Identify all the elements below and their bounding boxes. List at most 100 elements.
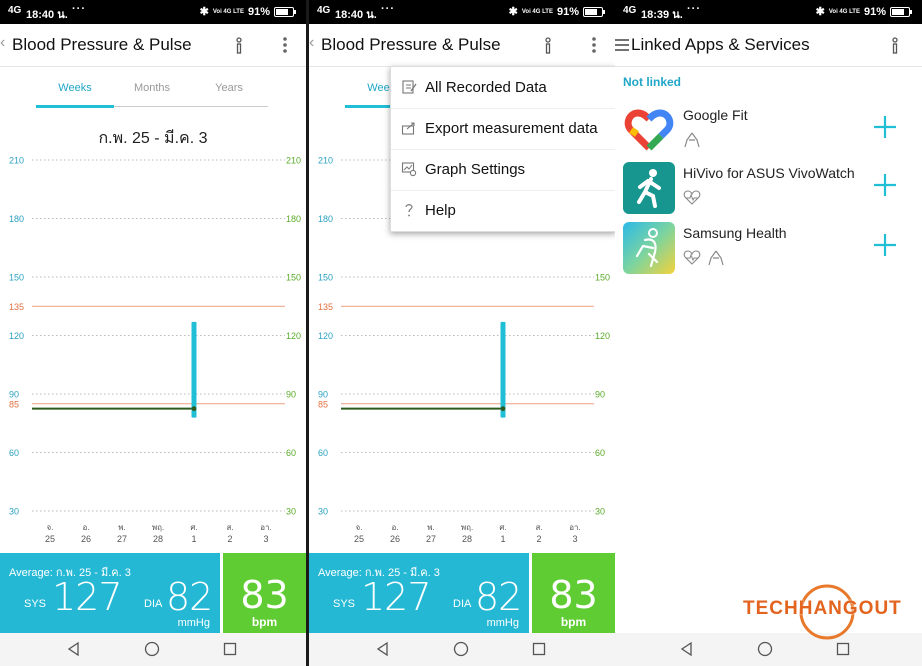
steps-icon xyxy=(684,132,700,148)
y-tick-label-left: 85 xyxy=(9,399,19,409)
linked-apps-screen: 4G 18:39 น. ··· ✱ Voi 4G LTE 91% Linked … xyxy=(615,0,922,666)
battery-icon xyxy=(274,6,296,17)
pulse-value: 83 xyxy=(549,573,598,617)
y-tick-label-right: 60 xyxy=(286,448,296,458)
app-bar: Linked Apps & Services xyxy=(615,24,922,67)
x-tick-date: 25 xyxy=(354,534,364,544)
y-tick-label-right: 30 xyxy=(595,507,605,517)
x-tick-date: 27 xyxy=(117,534,127,544)
sys-value: 127 xyxy=(52,575,123,619)
tab-years[interactable]: Years xyxy=(215,82,243,94)
bluetooth-icon: ✱ xyxy=(508,6,518,18)
app-row-google-fit[interactable]: Google Fit xyxy=(615,104,922,164)
summary-panel: Average: ก.พ. 25 - มี.ค. 3 SYS 127 DIA 8… xyxy=(0,553,306,633)
lte-indicator: Voi 4G LTE xyxy=(828,8,860,15)
bp-screen-menu-open: 4G 18:40 น. ··· ✱ Voi 4G LTE 91% ‹ Blood… xyxy=(309,0,615,666)
info-icon[interactable] xyxy=(539,36,557,54)
battery-icon xyxy=(890,6,912,17)
app-bar: ‹ Blood Pressure & Pulse xyxy=(0,24,306,67)
battery-percent: 91% xyxy=(247,5,270,18)
pulse-summary: 83 bpm xyxy=(532,553,615,633)
hivivo-logo xyxy=(623,162,675,214)
tab-months[interactable]: Months xyxy=(133,82,171,94)
help-icon xyxy=(405,204,413,217)
info-icon[interactable] xyxy=(886,36,904,54)
active-tab-indicator xyxy=(36,105,114,108)
watermark-text: TECHHANGOUT xyxy=(743,598,902,619)
battery-percent: 91% xyxy=(556,5,579,18)
y-tick-label-left: 120 xyxy=(9,331,24,341)
x-tick-day: จ. xyxy=(47,523,54,532)
bp-unit: mmHg xyxy=(486,617,519,629)
x-tick-day: ศ. xyxy=(190,523,197,532)
summary-panel: Average: ก.พ. 25 - มี.ค. 3 SYS 127 DIA 8… xyxy=(309,553,615,633)
x-tick-day: อ. xyxy=(391,523,398,532)
bluetooth-icon: ✱ xyxy=(199,6,209,18)
notification-dots: ··· xyxy=(72,3,86,15)
add-app-button[interactable] xyxy=(872,232,898,258)
menu-item-label: Graph Settings xyxy=(425,161,526,178)
status-bar: 4G 18:40 น. ··· ✱ Voi 4G LTE 91% xyxy=(309,0,615,24)
y-tick-label-left: 150 xyxy=(9,273,24,283)
nav-home-icon[interactable] xyxy=(757,641,773,657)
tab-weeks[interactable]: Weeks xyxy=(58,82,92,94)
nav-recents-icon[interactable] xyxy=(835,641,851,657)
status-bar: 4G 18:39 น. ··· ✱ Voi 4G LTE 91% xyxy=(615,0,922,24)
date-range: ก.พ. 25 - มี.ค. 3 xyxy=(98,130,208,147)
y-tick-label-left: 210 xyxy=(9,156,24,166)
status-bar: 4G 18:40 น. ··· ✱ Voi 4G LTE 91% xyxy=(0,0,306,24)
menu-item-all-recorded-data[interactable]: All Recorded Data xyxy=(391,67,615,109)
add-app-button[interactable] xyxy=(872,114,898,140)
menu-item-label: All Recorded Data xyxy=(425,79,547,96)
watermark-logo: TECHHANGOUT xyxy=(741,582,911,642)
y-tick-label-left: 30 xyxy=(318,507,328,517)
x-tick-day: พฤ. xyxy=(152,523,164,532)
back-icon[interactable]: ‹ xyxy=(0,34,6,51)
menu-item-label: Export measurement data xyxy=(425,120,598,137)
more-options-icon[interactable] xyxy=(591,36,597,54)
nav-home-icon[interactable] xyxy=(453,641,469,657)
nav-back-icon[interactable] xyxy=(66,641,82,657)
hamburger-menu-icon[interactable] xyxy=(615,39,629,51)
y-tick-label-right: 90 xyxy=(286,390,296,400)
nav-recents-icon[interactable] xyxy=(531,641,547,657)
bp-summary: Average: ก.พ. 25 - มี.ค. 3 SYS 127 DIA 8… xyxy=(0,553,220,633)
more-options-icon[interactable] xyxy=(282,36,288,54)
menu-item-help[interactable]: Help xyxy=(391,190,615,231)
menu-item-graph-settings[interactable]: Graph Settings xyxy=(391,149,615,191)
bp-chart[interactable]: 2101801501351209085603021018015012090603… xyxy=(0,150,306,550)
y-tick-label-right: 30 xyxy=(286,507,296,517)
app-row-samsung-health[interactable]: Samsung Health xyxy=(615,222,922,282)
back-icon[interactable]: ‹ xyxy=(309,34,315,51)
y-tick-label-left: 150 xyxy=(318,273,333,283)
bluetooth-icon: ✱ xyxy=(815,6,825,18)
y-tick-label-left: 90 xyxy=(318,390,328,400)
menu-item-export-data[interactable]: Export measurement data xyxy=(391,108,615,150)
x-tick-day: พ. xyxy=(427,523,435,532)
y-tick-label-right: 150 xyxy=(595,273,610,283)
add-app-button[interactable] xyxy=(872,172,898,198)
app-capabilities xyxy=(683,132,701,148)
nav-bar xyxy=(615,633,922,666)
nav-recents-icon[interactable] xyxy=(222,641,238,657)
nav-back-icon[interactable] xyxy=(375,641,391,657)
y-tick-label-left: 135 xyxy=(9,302,24,312)
y-tick-label-left: 210 xyxy=(318,156,333,166)
nav-bar xyxy=(0,633,306,666)
info-icon[interactable] xyxy=(230,36,248,54)
y-tick-label-right: 120 xyxy=(286,331,301,341)
x-tick-day: ศ. xyxy=(499,523,506,532)
sys-label: SYS xyxy=(24,598,47,610)
app-row-hivivo[interactable]: HiVivo for ASUS VivoWatch xyxy=(615,162,922,222)
y-tick-label-left: 180 xyxy=(318,214,333,224)
y-tick-label-right: 120 xyxy=(595,331,610,341)
x-tick-day: ส. xyxy=(226,523,233,532)
app-name: Samsung Health xyxy=(683,225,787,241)
pulse-unit: bpm xyxy=(560,615,587,629)
x-tick-day: อ. xyxy=(82,523,89,532)
y-tick-label-right: 150 xyxy=(286,273,301,283)
nav-back-icon[interactable] xyxy=(679,641,695,657)
menu-item-label: Help xyxy=(425,202,456,219)
dia-value: 82 xyxy=(475,575,522,619)
nav-home-icon[interactable] xyxy=(144,641,160,657)
